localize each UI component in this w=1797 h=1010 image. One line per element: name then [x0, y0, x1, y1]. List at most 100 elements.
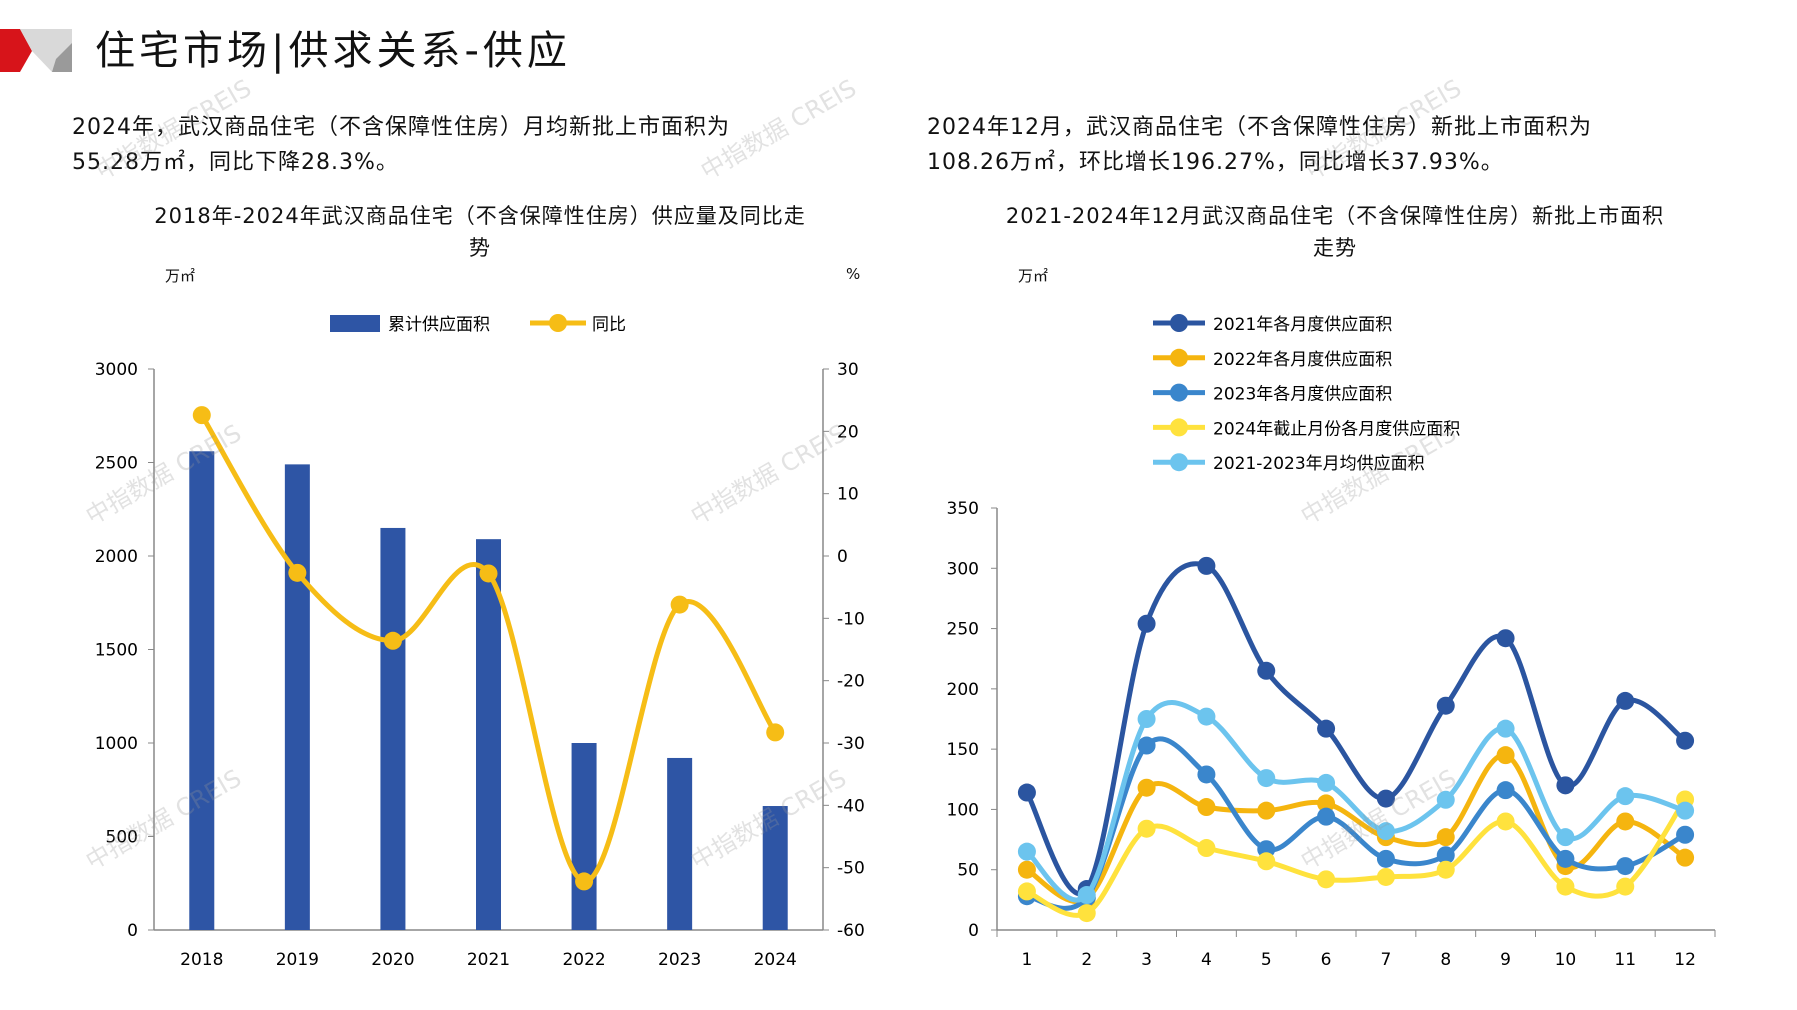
- yoy-point: [288, 563, 307, 582]
- x-tick-label: 12: [1674, 950, 1696, 970]
- x-tick-label: 1: [1022, 950, 1033, 970]
- series-point: [1436, 696, 1455, 715]
- legend-swatch-marker: [1170, 383, 1188, 402]
- page-title: 住宅市场|供求关系-供应: [95, 28, 571, 74]
- right-summary-line-2: 108.26万㎡，环比增长196.27%，同比增长37.93%。: [927, 150, 1504, 175]
- y-tick-label: 50: [957, 861, 979, 881]
- series-point: [1017, 842, 1036, 861]
- series-point: [1496, 746, 1515, 765]
- left-chart-title: 2018年-2024年武汉商品住宅（不含保障性住房）供应量及同比走 势: [60, 200, 900, 264]
- left-tick-label: 0: [127, 921, 138, 941]
- x-tick-label: 2023: [658, 950, 701, 970]
- series-point: [1556, 849, 1575, 868]
- legend-swatch-marker: [1170, 314, 1188, 332]
- series-point: [1137, 614, 1156, 633]
- right-summary: 2024年12月，武汉商品住宅（不含保障性住房）新批上市面积为 108.26万㎡…: [927, 110, 1592, 180]
- bar: [284, 464, 310, 930]
- left-tick-label: 2500: [95, 454, 138, 474]
- series-point: [1257, 852, 1276, 871]
- x-tick-label: 2021: [467, 950, 510, 970]
- x-tick-label: 3: [1141, 950, 1152, 970]
- right-tick-label: -60: [837, 921, 865, 941]
- legend-label: 累计供应面积: [388, 315, 490, 335]
- series-point: [1676, 731, 1695, 750]
- x-tick-label: 6: [1321, 950, 1332, 970]
- series-point: [1317, 870, 1336, 889]
- right-tick-label: 20: [837, 422, 859, 442]
- left-tick-label: 500: [106, 828, 138, 848]
- series-line: [1025, 699, 1686, 903]
- yoy-point: [479, 564, 498, 583]
- series-point: [1436, 828, 1455, 847]
- logo-shape-icon: [0, 29, 72, 72]
- legend-swatch-marker: [1170, 453, 1188, 472]
- right-chart-title-line-1: 2021-2024年12月武汉商品住宅（不含保障性住房）新批上市面积: [1005, 204, 1665, 228]
- legend-swatch-marker: [1170, 348, 1188, 367]
- yoy-point: [670, 595, 689, 614]
- legend-label: 2024年截止月份各月度供应面积: [1213, 419, 1460, 439]
- series-point: [1376, 867, 1395, 886]
- series-point: [1017, 860, 1036, 879]
- left-tick-label: 1000: [95, 734, 138, 754]
- header-logo: [0, 29, 72, 72]
- series-point: [1197, 556, 1216, 575]
- bar: [189, 451, 215, 930]
- right-chart-title-line-2: 走势: [1313, 236, 1357, 260]
- monthly-axis-unit: 万㎡: [1018, 267, 1049, 285]
- series-point: [1496, 719, 1515, 738]
- series-point: [1017, 783, 1036, 802]
- x-tick-label: 9: [1500, 950, 1511, 970]
- yoy-point: [383, 631, 402, 650]
- bar: [380, 527, 406, 930]
- x-tick-label: 2022: [562, 950, 605, 970]
- legend-swatch-marker: [1170, 418, 1188, 437]
- series-point: [1257, 661, 1276, 680]
- y-tick-label: 200: [947, 680, 979, 700]
- x-tick-label: 2024: [754, 950, 797, 970]
- series-point: [1616, 787, 1635, 806]
- series-point: [1496, 629, 1515, 648]
- right-tick-label: -20: [837, 672, 865, 692]
- right-tick-label: 10: [837, 485, 859, 505]
- y-tick-label: 250: [947, 620, 979, 640]
- series-point: [1436, 860, 1455, 879]
- series-point: [1077, 904, 1096, 923]
- y-tick-label: 0: [968, 921, 979, 941]
- series-point: [1616, 812, 1635, 831]
- left-summary: 2024年，武汉商品住宅（不含保障性住房）月均新批上市面积为 55.28万㎡，同…: [72, 110, 730, 180]
- y-tick-label: 350: [947, 499, 979, 519]
- bar: [762, 806, 788, 930]
- series-point: [1137, 736, 1156, 755]
- series-point: [1257, 801, 1276, 820]
- series-point: [1137, 819, 1156, 838]
- right-tick-label: 0: [837, 547, 848, 567]
- x-tick-label: 10: [1555, 950, 1577, 970]
- legend-swatch-marker: [549, 314, 567, 332]
- y-tick-label: 150: [947, 740, 979, 760]
- y-tick-label: 100: [947, 800, 979, 820]
- bar: [667, 757, 693, 930]
- series-point: [1197, 839, 1216, 858]
- series-point: [1376, 789, 1395, 808]
- series-line: [1025, 798, 1688, 918]
- left-tick-label: 2000: [95, 547, 138, 567]
- series-line: [1024, 561, 1687, 896]
- series-point: [1077, 886, 1096, 905]
- series-point: [1556, 828, 1575, 847]
- left-chart-title-line-1: 2018年-2024年武汉商品住宅（不含保障性住房）供应量及同比走: [154, 204, 806, 228]
- series-point: [1197, 765, 1216, 784]
- series-point: [1257, 769, 1276, 788]
- left-summary-line-2: 55.28万㎡，同比下降28.3%。: [72, 150, 399, 175]
- bar: [571, 743, 597, 930]
- x-tick-label: 7: [1381, 950, 1392, 970]
- annual-supply-chart: 0 500 1000 1500 2000 2500 3000 -60 -50 -40 -30 -20 -…: [95, 314, 865, 970]
- legend-label: 2023年各月度供应面积: [1213, 385, 1392, 405]
- series-point: [1616, 691, 1635, 710]
- x-tick-label: 2018: [180, 950, 223, 970]
- x-tick-label: 2: [1081, 950, 1092, 970]
- series-point: [1376, 822, 1395, 841]
- left-tick-label: 3000: [95, 360, 138, 380]
- series-point: [1676, 825, 1695, 844]
- left-chart-title-line-2: 势: [469, 236, 491, 260]
- series-point: [1436, 790, 1455, 809]
